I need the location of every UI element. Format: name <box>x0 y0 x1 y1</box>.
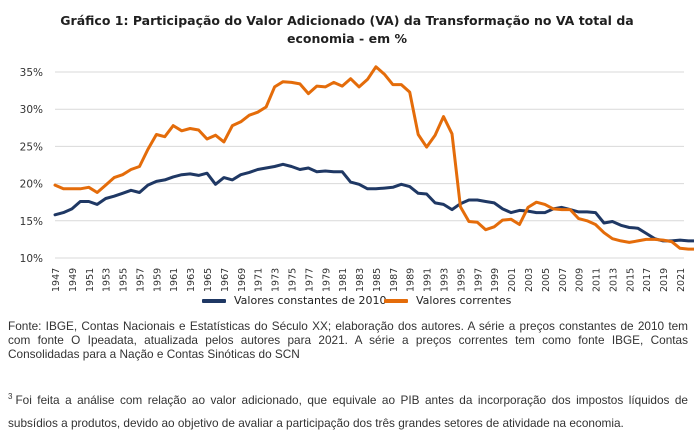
x-tick-label: 1985 <box>372 268 383 292</box>
x-tick-label: 1995 <box>456 268 467 292</box>
footnote: 3 Foi feita a análise com relação ao valo… <box>8 389 688 435</box>
legend-label-current: Valores correntes <box>416 294 512 307</box>
footnote-text: Foi feita a análise com relação ao valor… <box>8 393 688 430</box>
x-tick-label: 1997 <box>473 268 484 292</box>
x-tick-label: 1949 <box>68 268 79 292</box>
x-axis-ticks: 1947 1949 1951 1953 1955 1957 1959 1961 1963 1965… <box>51 268 687 292</box>
x-tick-label: 1959 <box>152 268 163 292</box>
legend-swatch-constant <box>202 298 226 303</box>
x-tick-label: 1999 <box>490 268 501 292</box>
x-tick-label: 1971 <box>254 268 265 292</box>
x-tick-label: 2001 <box>507 268 518 292</box>
x-tick-label: 1961 <box>169 268 180 292</box>
y-tick-label: 15% <box>20 216 43 228</box>
x-tick-label: 2021 <box>676 268 687 292</box>
x-tick-label: 1979 <box>321 268 332 292</box>
legend-swatch-current <box>384 298 408 303</box>
x-tick-label: 2017 <box>642 268 653 292</box>
legend-item-current: Valores correntes <box>384 294 511 307</box>
x-tick-label: 1975 <box>287 268 298 292</box>
x-tick-label: 2011 <box>592 268 603 292</box>
x-tick-label: 1953 <box>102 268 113 292</box>
x-tick-label: 1969 <box>237 268 248 292</box>
series-line-current <box>53 65 694 251</box>
x-tick-label: 1955 <box>119 268 130 292</box>
legend: Valores constantes de 2010 Valores corre… <box>0 294 694 312</box>
x-tick-label: 1973 <box>271 268 282 292</box>
chart-title-line-1: Gráfico 1: Participação do Valor Adicion… <box>60 13 634 28</box>
x-tick-label: 1967 <box>220 268 231 292</box>
x-tick-label: 1987 <box>389 268 400 292</box>
y-tick-label: 25% <box>20 141 43 153</box>
gridlines <box>55 71 684 259</box>
x-tick-label: 1993 <box>440 268 451 292</box>
series-line-constant <box>53 162 694 243</box>
legend-item-constant: Valores constantes de 2010 <box>202 294 387 307</box>
x-tick-label: 2009 <box>575 268 586 292</box>
line-chart: 10%15%20%25%30%35% 1947 1949 1951 1953 1955 1… <box>20 65 694 292</box>
x-tick-label: 1991 <box>423 268 434 292</box>
x-tick-label: 2015 <box>625 268 636 292</box>
x-tick-label: 1947 <box>51 268 62 292</box>
x-tick-label: 1951 <box>85 268 96 292</box>
x-tick-label: 2007 <box>558 268 569 292</box>
y-tick-label: 10% <box>20 253 43 265</box>
x-tick-label: 1963 <box>186 268 197 292</box>
chart-title: Gráfico 1: Participação do Valor Adicion… <box>0 12 694 48</box>
chart-title-line-2: economia - em % <box>287 31 407 46</box>
y-tick-label: 30% <box>20 104 43 116</box>
x-tick-label: 2005 <box>541 268 552 292</box>
x-tick-label: 2013 <box>608 268 619 292</box>
x-tick-label: 2003 <box>524 268 535 292</box>
x-tick-label: 1977 <box>304 268 315 292</box>
x-tick-label: 1983 <box>355 268 366 292</box>
series-lines <box>53 65 694 251</box>
x-tick-label: 1957 <box>135 268 146 292</box>
source-note: Fonte: IBGE, Contas Nacionais e Estatíst… <box>8 319 688 361</box>
y-tick-label: 35% <box>20 67 43 79</box>
x-tick-label: 1989 <box>406 268 417 292</box>
y-tick-label: 20% <box>20 179 43 191</box>
x-tick-label: 1981 <box>338 268 349 292</box>
footnote-marker: 3 <box>8 392 13 402</box>
x-tick-label: 2019 <box>659 268 670 292</box>
y-axis-ticks: 10% 15% 20% 25% 30% 35% <box>20 67 43 265</box>
legend-label-constant: Valores constantes de 2010 <box>234 294 387 307</box>
x-tick-label: 1965 <box>203 268 214 292</box>
